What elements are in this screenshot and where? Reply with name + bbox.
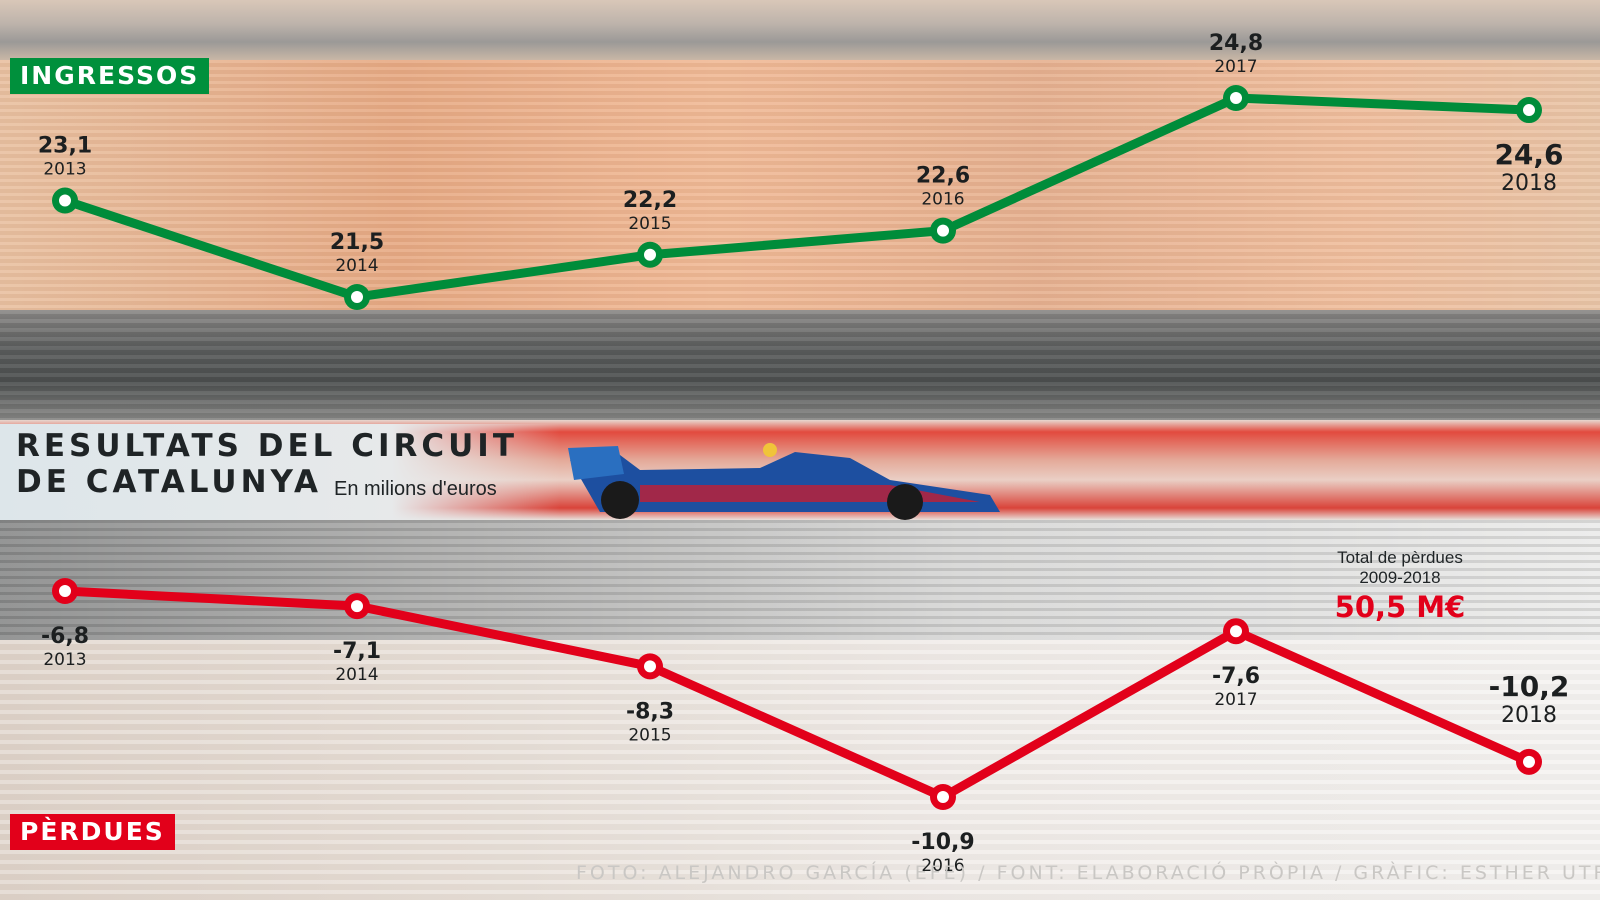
income-point (1230, 92, 1242, 104)
chart-title-line2: DE CATALUNYA (16, 464, 323, 500)
losses-point (937, 791, 949, 803)
car-front-wheel (887, 484, 923, 520)
background-grey-band (0, 310, 1600, 420)
losses-point (59, 585, 71, 597)
income-point (1523, 104, 1535, 117)
background-bottom-band (0, 640, 1600, 900)
losses-value-label: -8,3 (626, 699, 674, 724)
income-year-label: 2013 (43, 160, 86, 180)
income-year-label: 2018 (1501, 171, 1557, 196)
credits-line: FOTO: ALEJANDRO GARCÍA (EFE) / FONT: ELA… (576, 862, 1600, 884)
total-losses-box: Total de pèrdues 2009-2018 50,5 M€ (1290, 548, 1510, 624)
car-helmet (763, 443, 777, 457)
losses-year-label: 2014 (335, 665, 378, 685)
income-value-label: 24,8 (1209, 31, 1263, 56)
income-value-label: 21,5 (330, 230, 384, 255)
losses-point (1230, 625, 1242, 638)
total-losses-period: 2009-2018 (1359, 568, 1441, 587)
income-year-label: 2014 (335, 256, 378, 276)
income-year-label: 2015 (628, 214, 671, 234)
income-year-label: 2017 (1214, 57, 1257, 77)
losses-value-label: -6,8 (41, 624, 89, 649)
income-point (937, 224, 949, 237)
losses-year-label: 2016 (921, 856, 964, 876)
race-car-illustration (568, 443, 1000, 520)
income-series-line (60, 93, 1534, 302)
income-value-label: 23,1 (38, 134, 92, 159)
income-point (351, 291, 363, 303)
total-losses-value: 50,5 M€ (1334, 590, 1466, 624)
losses-point (351, 600, 363, 613)
losses-year-label: 2015 (628, 725, 671, 745)
income-year-label: 2016 (921, 190, 964, 210)
losses-point (1523, 755, 1535, 768)
losses-tag: PÈRDUES (10, 814, 175, 850)
losses-value-label: -7,1 (333, 639, 381, 664)
background-top-band (0, 0, 1600, 60)
chart-title-line1: RESULTATS DEL CIRCUIT (16, 428, 518, 464)
losses-value-label: -10,9 (911, 830, 974, 855)
chart-subtitle: En milions d'euros (334, 478, 497, 500)
losses-year-label: 2017 (1214, 690, 1257, 710)
income-point (59, 194, 71, 207)
background-track-band (0, 520, 1600, 640)
losses-point (644, 660, 656, 673)
income-tag: INGRESSOS (10, 58, 210, 94)
losses-year-label: 2018 (1501, 703, 1557, 728)
losses-value-label: -7,6 (1212, 664, 1260, 689)
car-rear-wheel (601, 481, 639, 519)
losses-value-label: -10,2 (1489, 670, 1570, 703)
title-panel: RESULTATS DEL CIRCUIT DE CATALUNYA (0, 424, 560, 520)
income-point (644, 248, 656, 261)
losses-series-line (60, 586, 1534, 802)
car-wing (568, 446, 624, 480)
income-value-label: 22,2 (623, 188, 677, 213)
income-value-label: 24,6 (1494, 138, 1563, 171)
income-value-label: 22,6 (916, 164, 970, 189)
losses-year-label: 2013 (43, 650, 86, 670)
total-losses-label: Total de pèrdues (1337, 548, 1463, 567)
